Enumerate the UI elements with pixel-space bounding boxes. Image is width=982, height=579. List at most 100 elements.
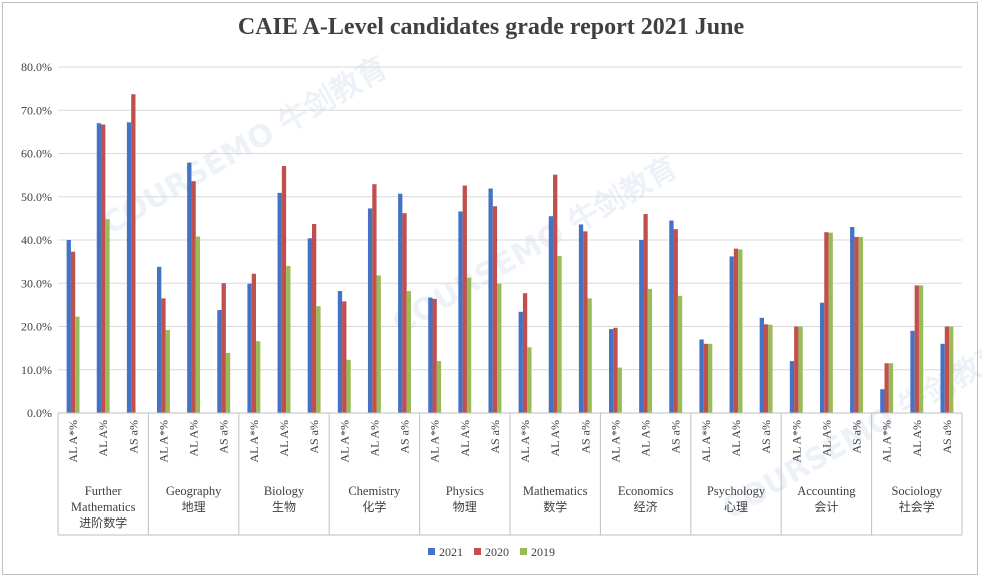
bar-2020 <box>70 251 76 413</box>
x-subcategory-label: AL A% <box>367 420 381 457</box>
bar-2019 <box>466 277 472 413</box>
subject-label-zh: 社会学 <box>899 499 935 514</box>
bar-2021 <box>66 240 71 413</box>
bar-2020 <box>131 94 136 413</box>
bar-2021 <box>277 192 282 413</box>
bar-2019 <box>858 236 863 413</box>
x-subcategory-label: AL A*% <box>428 420 442 463</box>
x-subcategory-label: AL A*% <box>518 420 532 463</box>
bar-2021 <box>880 389 885 413</box>
bar-2019 <box>256 341 261 413</box>
y-tick-label: 10.0% <box>21 363 52 377</box>
x-subcategory-label: AL A% <box>187 420 201 457</box>
subject-label-en: Economics <box>618 484 674 498</box>
bar-2020 <box>522 293 528 413</box>
legend-swatch-2019 <box>520 548 527 555</box>
x-subcategory-label: AS a% <box>669 420 683 454</box>
bar-2021 <box>609 329 614 413</box>
bar-2021 <box>157 266 162 413</box>
bar-2020 <box>763 324 769 413</box>
bar-2020 <box>854 236 859 413</box>
legend-swatch-2020 <box>474 548 481 555</box>
bar-2019 <box>617 367 622 413</box>
subject-label-zh: 进阶数学 <box>79 515 127 530</box>
bar-2019 <box>587 298 592 413</box>
bar-2019 <box>225 352 231 413</box>
bar-2021 <box>789 361 795 413</box>
bar-2021 <box>759 317 764 413</box>
x-subcategory-label: AL A% <box>910 420 924 457</box>
subject-label-zh: 生物 <box>272 500 296 514</box>
bar-2019 <box>768 324 773 413</box>
x-subcategory-label: AS a% <box>759 420 773 454</box>
bar-2019 <box>557 256 562 413</box>
bar-2021 <box>307 238 312 413</box>
bar-2021 <box>488 188 493 413</box>
x-subcategory-label: AL A*% <box>66 420 80 463</box>
x-subcategory-label: AS a% <box>940 420 954 454</box>
bar-2020 <box>402 213 407 413</box>
bar-2021 <box>458 211 463 413</box>
bar-2020 <box>733 248 739 413</box>
bar-2020 <box>613 327 618 413</box>
y-tick-label: 70.0% <box>21 103 52 117</box>
watermark-text: COURSEMO 牛剑教育 <box>97 50 394 242</box>
x-subcategory-label: AS a% <box>126 420 140 454</box>
subject-label-en: Geography <box>166 484 222 498</box>
bar-2021 <box>699 339 704 413</box>
subject-label-en: Physics <box>446 484 484 498</box>
chart-title: CAIE A-Level candidates grade report 202… <box>237 14 745 40</box>
x-subcategory-label: AL A% <box>458 420 472 457</box>
bar-2020 <box>703 343 709 413</box>
bar-2021 <box>187 162 192 413</box>
bar-2020 <box>673 229 678 413</box>
bar-2021 <box>96 123 102 413</box>
subject-label-zh: 数学 <box>543 499 567 514</box>
bar-2020 <box>884 363 889 413</box>
bar-2020 <box>824 232 829 413</box>
bar-2020 <box>161 298 166 413</box>
bar-2021 <box>578 224 584 413</box>
x-subcategory-label: AL A% <box>729 420 743 457</box>
legend-label: 2020 <box>485 545 509 559</box>
bar-2019 <box>406 291 411 413</box>
y-tick-label: 30.0% <box>21 276 52 290</box>
subject-label-en: Psychology <box>707 484 766 498</box>
bar-2021 <box>910 330 915 413</box>
bar-2019 <box>75 316 80 413</box>
subject-label-en: Accounting <box>797 484 856 498</box>
subject-label-en: Mathematics <box>523 484 588 498</box>
subject-label-zh: 心理 <box>724 500 748 514</box>
bar-2020 <box>944 326 950 413</box>
bar-2021 <box>729 256 734 413</box>
subject-label-en: Sociology <box>891 484 942 498</box>
bar-2019 <box>949 326 954 413</box>
bar-2021 <box>367 208 373 413</box>
subject-label-zh: 化学 <box>362 499 386 514</box>
bar-2021 <box>217 310 222 413</box>
y-tick-label: 20.0% <box>21 320 52 334</box>
x-subcategory-label: AL A*% <box>608 420 622 463</box>
x-subcategory-label: AL A*% <box>880 420 894 463</box>
subject-label-en: Mathematics <box>71 500 136 514</box>
x-subcategory-label: AL A*% <box>699 420 713 463</box>
bar-2021 <box>940 343 945 413</box>
subject-label-en: Further <box>85 484 123 498</box>
bar-2021 <box>639 240 644 413</box>
subject-label-zh: 物理 <box>453 500 477 514</box>
x-subcategory-label: AL A*% <box>789 420 803 463</box>
bar-2019 <box>527 347 532 413</box>
x-subcategory-label: AS a% <box>217 420 231 454</box>
x-subcategory-label: AS a% <box>578 420 592 454</box>
bar-2021 <box>428 297 433 413</box>
bar-2019 <box>195 236 201 413</box>
y-tick-label: 40.0% <box>21 233 52 247</box>
bar-2020 <box>643 214 648 413</box>
bar-2019 <box>497 283 502 413</box>
subject-label-en: Chemistry <box>348 484 401 498</box>
bar-2020 <box>914 285 919 413</box>
bar-2019 <box>647 288 653 413</box>
bar-2021 <box>337 291 343 413</box>
legend-swatch-2021 <box>428 548 435 555</box>
